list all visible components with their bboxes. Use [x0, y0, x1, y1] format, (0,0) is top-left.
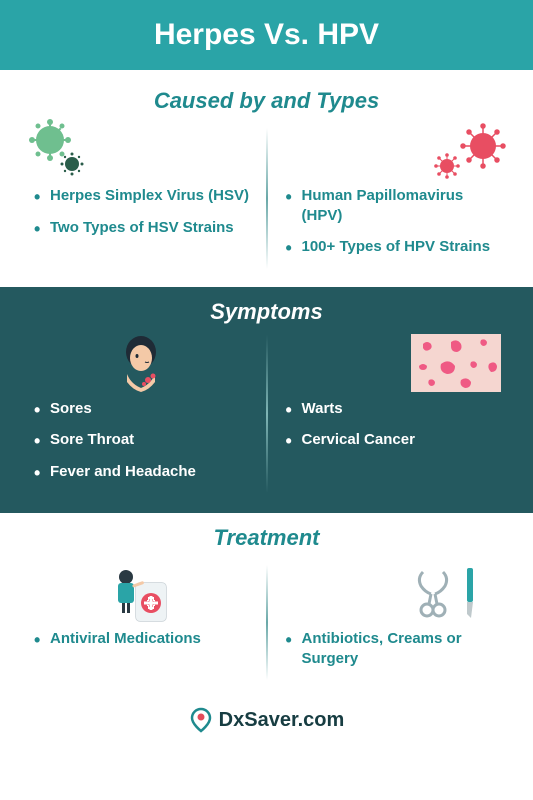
warts-pattern-icon — [284, 335, 502, 391]
list-item: Cervical Cancer — [284, 430, 502, 450]
surgery-tools-icon — [284, 565, 502, 621]
caused-columns: Herpes Simplex Virus (HSV) Two Types of … — [0, 120, 533, 287]
column-divider — [266, 335, 268, 494]
list-item: Antibiotics, Creams or Surgery — [284, 629, 502, 668]
symptoms-right-list: Warts Cervical Cancer — [284, 399, 502, 450]
section-treatment: Treatment — [0, 513, 533, 698]
person-sore-icon — [32, 335, 250, 391]
section-header-treatment: Treatment — [0, 513, 533, 557]
list-item: Warts — [284, 399, 502, 419]
section-symptoms: Symptoms Sores — [0, 287, 533, 514]
list-item: Sores — [32, 399, 250, 419]
treatment-left-list: Antiviral Medications — [32, 629, 250, 649]
symptoms-left-list: Sores Sore Throat Fever and Headache — [32, 399, 250, 482]
section-header-symptoms: Symptoms — [0, 287, 533, 331]
caused-left-list: Herpes Simplex Virus (HSV) Two Types of … — [32, 186, 250, 237]
virus-green-icon — [20, 116, 90, 176]
treatment-left-col: Antiviral Medications — [20, 565, 262, 680]
map-pin-icon — [189, 708, 213, 732]
list-item: Fever and Headache — [32, 462, 250, 482]
list-item: Sore Throat — [32, 430, 250, 450]
title-bar: Herpes Vs. HPV — [0, 0, 533, 76]
symptoms-columns: Sores Sore Throat Fever and Headache — [0, 331, 533, 514]
column-divider — [266, 128, 268, 269]
list-item: Human Papillomavirus (HPV) — [284, 186, 502, 225]
caused-right-list: Human Papillomavirus (HPV) 100+ Types of… — [284, 186, 502, 257]
section-caused: Caused by and Types — [0, 76, 533, 287]
treatment-columns: Antiviral Medications — [0, 557, 533, 698]
symptoms-left-col: Sores Sore Throat Fever and Headache — [20, 335, 262, 494]
column-divider — [266, 565, 268, 680]
treatment-right-list: Antibiotics, Creams or Surgery — [284, 629, 502, 668]
list-item: Herpes Simplex Virus (HSV) — [32, 186, 250, 206]
page-title: Herpes Vs. HPV — [154, 18, 379, 51]
brand-text: DxSaver.com — [219, 709, 345, 732]
list-item: Antiviral Medications — [32, 629, 250, 649]
list-item: 100+ Types of HPV Strains — [284, 237, 502, 257]
list-item: Two Types of HSV Strains — [32, 218, 250, 238]
virus-red-icon — [433, 118, 513, 182]
treatment-right-col: Antibiotics, Creams or Surgery — [272, 565, 514, 680]
symptoms-right-col: Warts Cervical Cancer — [272, 335, 514, 494]
medication-app-icon — [32, 565, 250, 621]
infographic-container: Herpes Vs. HPV Caused by and Types — [0, 0, 533, 800]
section-header-caused: Caused by and Types — [0, 76, 533, 120]
footer-brand: DxSaver.com — [0, 698, 533, 746]
